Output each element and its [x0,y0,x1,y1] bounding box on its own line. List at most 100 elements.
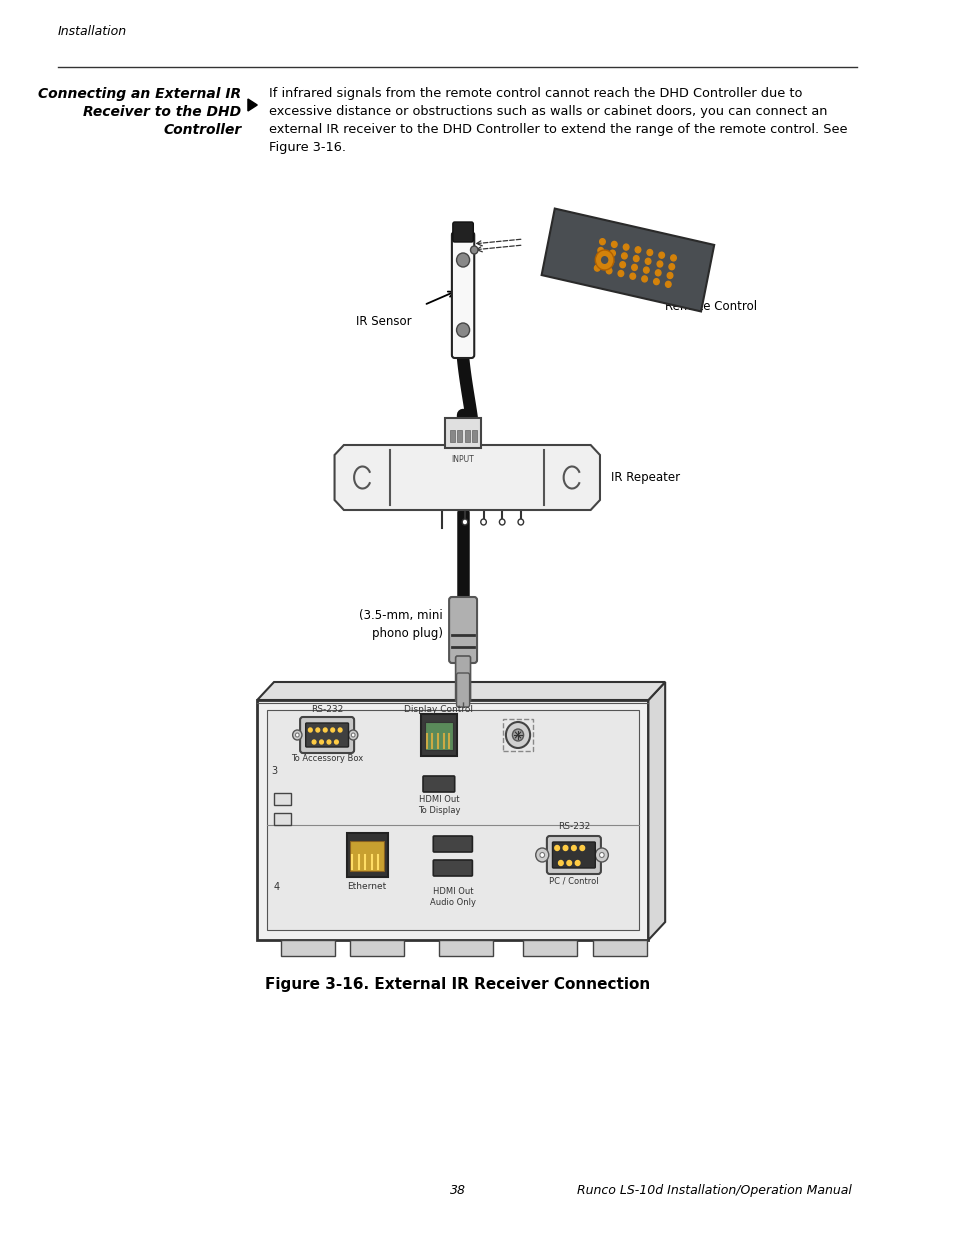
Circle shape [643,267,648,273]
Circle shape [293,730,302,740]
Bar [350,841,383,871]
Bar [592,940,646,956]
Circle shape [635,247,640,253]
Text: Controller: Controller [163,124,241,137]
Circle shape [539,852,544,857]
Circle shape [606,268,611,274]
Text: (3.5-mm, mini
phono plug): (3.5-mm, mini phono plug) [358,610,442,641]
Circle shape [327,740,331,743]
Text: Figure 3-16. External IR Receiver Connection: Figure 3-16. External IR Receiver Connec… [265,977,649,992]
Bar [424,722,453,750]
Bar [274,813,291,825]
Text: Ethernet: Ethernet [347,882,386,890]
Circle shape [312,740,315,743]
Text: Remote Control: Remote Control [664,300,757,312]
Text: If infrared signals from the remote control cannot reach the DHD Controller due : If infrared signals from the remote cont… [269,86,847,154]
Circle shape [480,519,486,525]
Circle shape [665,282,670,288]
Circle shape [598,852,603,857]
Circle shape [600,256,608,264]
Circle shape [631,264,637,270]
FancyBboxPatch shape [422,776,455,792]
Polygon shape [541,209,714,311]
FancyBboxPatch shape [453,222,473,242]
Circle shape [655,269,660,275]
Circle shape [644,258,650,264]
Circle shape [646,249,652,256]
FancyBboxPatch shape [456,673,469,706]
FancyBboxPatch shape [546,836,600,874]
Circle shape [456,253,469,267]
Text: 38: 38 [449,1184,465,1197]
FancyBboxPatch shape [300,718,354,753]
Circle shape [323,727,327,732]
FancyBboxPatch shape [305,722,348,747]
Circle shape [517,519,523,525]
Circle shape [558,861,562,866]
Bar [464,430,469,442]
Circle shape [566,861,571,866]
Text: HDMI Out
To Display: HDMI Out To Display [417,795,459,815]
Circle shape [562,846,567,851]
Circle shape [622,245,628,251]
Circle shape [609,251,615,256]
Text: PC / Control: PC / Control [549,876,598,885]
Circle shape [594,266,599,272]
Bar [346,832,387,877]
Bar [257,700,648,940]
Text: IR Sensor: IR Sensor [355,315,412,329]
Circle shape [498,519,504,525]
Text: Runco LS-10d Installation/Operation Manual: Runco LS-10d Installation/Operation Manu… [576,1184,850,1197]
FancyBboxPatch shape [552,842,595,868]
Circle shape [629,273,635,279]
Bar [266,710,639,930]
Polygon shape [257,682,664,700]
Text: Installation: Installation [58,25,127,38]
Circle shape [596,257,601,262]
Circle shape [461,519,467,525]
Circle shape [668,264,674,269]
Text: 4: 4 [274,882,280,892]
Bar [350,940,404,956]
Bar [522,940,577,956]
Circle shape [633,256,639,262]
Circle shape [598,247,603,253]
Circle shape [659,252,664,258]
FancyBboxPatch shape [445,417,480,448]
Polygon shape [335,445,599,510]
Polygon shape [648,682,664,940]
Bar [274,793,291,805]
FancyBboxPatch shape [456,656,470,701]
Circle shape [579,846,584,851]
Circle shape [621,253,626,259]
Polygon shape [248,99,257,111]
Bar [502,719,533,751]
Circle shape [351,734,355,737]
Circle shape [611,241,617,247]
Circle shape [338,727,341,732]
Circle shape [555,846,558,851]
Circle shape [575,861,579,866]
Circle shape [456,324,469,337]
Circle shape [641,275,647,282]
Text: INPUT: INPUT [451,454,474,464]
FancyBboxPatch shape [433,860,472,876]
Text: To Accessory Box: To Accessory Box [291,755,363,763]
Bar [420,714,456,756]
Circle shape [295,734,299,737]
FancyBboxPatch shape [433,836,472,852]
Bar [457,430,461,442]
Circle shape [599,238,604,245]
Circle shape [319,740,323,743]
Text: Receiver to the DHD: Receiver to the DHD [83,105,241,119]
Circle shape [571,846,576,851]
Circle shape [308,727,312,732]
Circle shape [335,740,338,743]
Bar [280,940,335,956]
Circle shape [607,259,613,266]
Circle shape [657,261,662,267]
Text: Connecting an External IR: Connecting an External IR [38,86,241,101]
Circle shape [619,262,625,268]
FancyBboxPatch shape [452,232,474,358]
Text: Display Control: Display Control [404,705,473,714]
